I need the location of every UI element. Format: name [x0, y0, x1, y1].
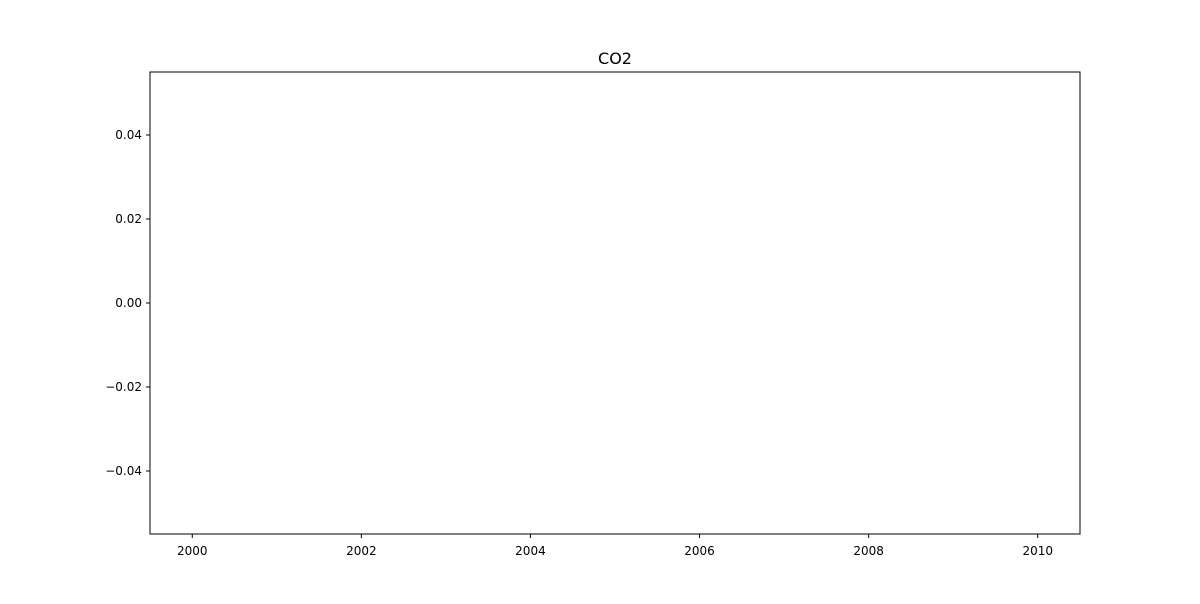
x-tick-label: 2006 — [684, 544, 715, 558]
chart-title: CO2 — [598, 49, 632, 68]
y-axis: 0.04 0.02 0.00 −0.02 −0.04 — [105, 128, 150, 478]
y-tick-label: 0.04 — [115, 128, 142, 142]
x-tick-label: 2010 — [1022, 544, 1053, 558]
x-tick-label: 2002 — [346, 544, 377, 558]
y-tick-label: −0.04 — [105, 464, 142, 478]
y-tick-label: −0.02 — [105, 380, 142, 394]
y-tick-label: 0.00 — [115, 296, 142, 310]
x-tick-label: 2000 — [177, 544, 208, 558]
y-tick-label: 0.02 — [115, 212, 142, 226]
x-tick-label: 2008 — [853, 544, 884, 558]
x-axis: 2000 2002 2004 2006 2008 2010 — [177, 534, 1053, 558]
plot-area — [149, 71, 1081, 535]
x-tick-label: 2004 — [515, 544, 546, 558]
